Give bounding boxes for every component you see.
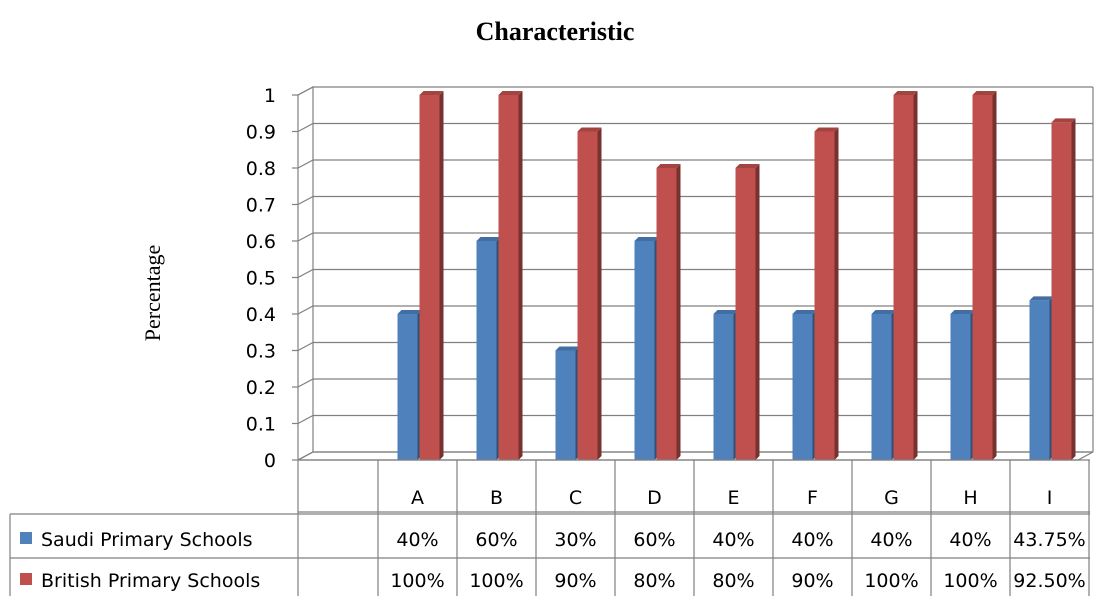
legend-swatch (20, 573, 32, 585)
data-label: 90% (791, 570, 833, 592)
bar-british-B (498, 91, 523, 460)
y-tick-label: 1 (264, 85, 276, 107)
data-label: 80% (712, 570, 754, 592)
legend-swatch (20, 532, 32, 544)
category-label: H (963, 487, 977, 509)
data-table: A B C D E F G H I Saudi Primary Schools 40% 60% 30% 6… (9, 459, 1090, 596)
bar-british-D (656, 164, 681, 460)
bar-saudi-B (476, 237, 501, 460)
bar-saudi-C (555, 346, 580, 460)
data-label: 90% (554, 570, 596, 592)
data-label: 92.50% (1013, 570, 1085, 592)
bars (397, 91, 1076, 460)
data-label: 40% (712, 529, 754, 551)
bar-british-H (972, 91, 997, 460)
data-label: 40% (396, 529, 438, 551)
bar-british-F (814, 127, 839, 460)
category-label: F (807, 487, 818, 509)
gridline (297, 122, 1093, 133)
y-tick-label: 0.2 (246, 377, 276, 399)
y-tick-label: 0.9 (246, 122, 276, 144)
bar-saudi-G (871, 310, 896, 460)
category-label: A (411, 487, 424, 509)
category-label: D (647, 487, 662, 509)
bar-british-A (419, 91, 444, 460)
data-label: 100% (390, 570, 444, 592)
category-label: E (727, 487, 739, 509)
y-axis-label: Percentage (140, 245, 165, 342)
bar-saudi-F (792, 310, 817, 460)
data-label: 80% (633, 570, 675, 592)
bar-british-E (735, 164, 760, 460)
data-label: 40% (949, 529, 991, 551)
category-label: I (1047, 487, 1053, 509)
y-tick-label: 0.7 (246, 195, 276, 217)
data-label: 40% (870, 529, 912, 551)
bar-saudi-E (713, 310, 738, 460)
category-label: B (490, 487, 503, 509)
bar-british-G (893, 91, 918, 460)
data-label: 30% (554, 529, 596, 551)
bar-saudi-H (950, 310, 975, 460)
gridline (297, 86, 1093, 96)
category-label: G (884, 487, 899, 509)
chart-title: Characteristic (476, 17, 635, 46)
data-label: 40% (791, 529, 833, 551)
data-label: 100% (864, 570, 918, 592)
y-tick-label: 0 (264, 450, 276, 472)
bar-saudi-A (397, 310, 422, 460)
bar-british-I (1051, 118, 1076, 460)
data-label: 43.75% (1013, 529, 1085, 551)
data-label: 100% (943, 570, 997, 592)
y-tick-label: 0.5 (246, 268, 276, 290)
data-label: 60% (475, 529, 517, 551)
y-tick-label: 0.8 (246, 158, 276, 180)
y-tick-label: 0.1 (246, 414, 276, 436)
data-label: 100% (469, 570, 523, 592)
y-tick-label: 0.4 (246, 304, 276, 326)
bar-saudi-I (1029, 296, 1054, 460)
data-label: 60% (633, 529, 675, 551)
y-axis-ticks: 0 0.1 0.2 0.3 0.4 0.5 0.6 0.7 0.8 0.9 1 (246, 85, 298, 472)
bar-british-C (577, 127, 602, 460)
y-tick-label: 0.3 (246, 341, 276, 363)
y-tick-label: 0.6 (246, 231, 276, 253)
legend-series-name: British Primary Schools (41, 570, 260, 592)
bar-saudi-D (634, 237, 659, 460)
legend-series-name: Saudi Primary Schools (41, 529, 253, 551)
category-label: C (569, 487, 582, 509)
